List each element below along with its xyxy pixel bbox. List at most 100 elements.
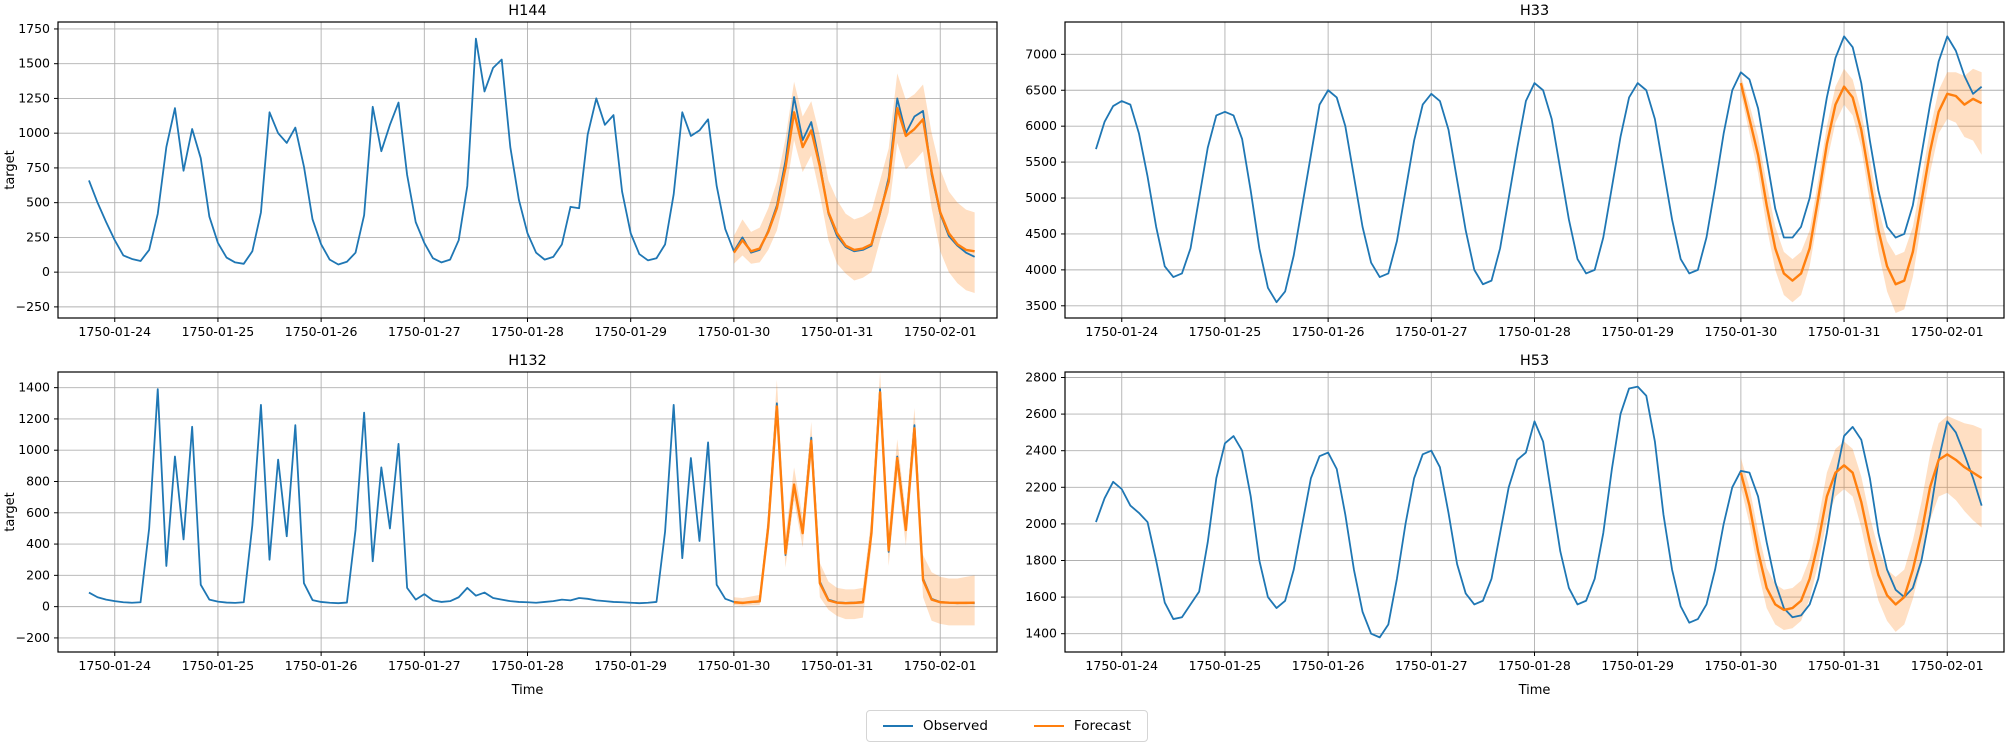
x-tick-label: 1750-01-27 — [1395, 658, 1468, 673]
tick-labels: 1750-01-24 1750-01-25 1750-01-26 1750-01-27… — [16, 380, 977, 673]
y-axis-label: target — [3, 150, 18, 190]
gridlines — [58, 372, 997, 652]
tick-marks — [54, 28, 941, 322]
panel-H53: 1750-01-24 1750-01-25 1750-01-26 1750-01-27… — [1007, 352, 2014, 708]
y-tick-label: 0 — [42, 599, 50, 614]
x-tick-label: 1750-01-31 — [801, 658, 874, 673]
tick-labels: 1750-01-24 1750-01-25 1750-01-26 1750-01-27… — [1025, 369, 1983, 673]
forecast-line — [732, 106, 975, 254]
forecast-line-swatch — [1033, 725, 1064, 727]
gridlines — [1065, 372, 2004, 652]
y-tick-label: 0 — [42, 264, 50, 279]
y-tick-label: 2000 — [1025, 516, 1057, 531]
gridlines — [1065, 22, 2004, 318]
panel-H144: 1750-01-24 1750-01-25 1750-01-26 1750-01-27… — [0, 0, 1007, 352]
forecast-confidence-band — [733, 73, 975, 293]
legend: Observed Forecast — [865, 710, 1149, 742]
panel-title: H144 — [508, 3, 547, 19]
x-tick-label: 1750-01-27 — [1395, 324, 1468, 339]
tick-labels: 1750-01-24 1750-01-25 1750-01-26 1750-01-27… — [1025, 46, 1983, 339]
series-group — [88, 372, 975, 626]
y-tick-label: 1400 — [18, 380, 50, 395]
x-tick-label: 1750-02-01 — [1911, 324, 1984, 339]
tick-marks — [1061, 376, 1948, 656]
x-tick-label: 1750-01-29 — [594, 658, 667, 673]
x-tick-label: 1750-01-26 — [285, 324, 358, 339]
x-tick-label: 1750-02-01 — [904, 324, 977, 339]
x-tick-label: 1750-01-24 — [1085, 324, 1158, 339]
x-tick-label: 1750-01-28 — [491, 324, 564, 339]
y-tick-label: 1000 — [18, 442, 50, 457]
panel-title: H33 — [1520, 3, 1549, 19]
panel-grid: 1750-01-24 1750-01-25 1750-01-26 1750-01-27… — [0, 0, 2014, 708]
series-group — [88, 37, 976, 293]
chart-H144: 1750-01-24 1750-01-25 1750-01-26 1750-01-27… — [3, 3, 998, 339]
legend-item-forecast: Forecast — [1033, 718, 1132, 734]
y-tick-label: 6000 — [1025, 118, 1057, 133]
x-tick-label: 1750-01-25 — [182, 324, 255, 339]
y-tick-label: 1250 — [18, 90, 50, 105]
tick-marks — [1061, 53, 1948, 322]
chart-H132: 1750-01-24 1750-01-25 1750-01-26 1750-01-27… — [3, 353, 998, 698]
x-axis-label: Time — [511, 683, 544, 698]
x-tick-label: 1750-02-01 — [1911, 658, 1984, 673]
x-tick-label: 1750-01-27 — [388, 658, 461, 673]
y-tick-label: 4500 — [1025, 226, 1057, 241]
y-tick-label: 1200 — [18, 411, 50, 426]
x-tick-label: 1750-01-26 — [1292, 324, 1365, 339]
y-tick-label: 4000 — [1025, 262, 1057, 277]
y-tick-label: 5000 — [1025, 190, 1057, 205]
x-tick-label: 1750-01-27 — [388, 324, 461, 339]
tick-labels: 1750-01-24 1750-01-25 1750-01-26 1750-01-27… — [16, 21, 977, 339]
x-tick-label: 1750-01-31 — [801, 324, 874, 339]
x-tick-label: 1750-01-30 — [1705, 658, 1778, 673]
x-tick-label: 1750-01-26 — [285, 658, 358, 673]
x-tick-label: 1750-01-31 — [1808, 324, 1881, 339]
forecast-legend-label: Forecast — [1073, 718, 1132, 734]
y-axis-label: target — [3, 492, 18, 532]
x-tick-label: 1750-01-29 — [594, 324, 667, 339]
observed-line — [1095, 385, 1983, 639]
chart-H53: 1750-01-24 1750-01-25 1750-01-26 1750-01-27… — [1025, 353, 2005, 698]
forecast-line — [1739, 453, 1983, 612]
x-tick-label: 1750-01-25 — [1189, 324, 1262, 339]
y-tick-label: 7000 — [1025, 46, 1057, 61]
x-tick-label: 1750-01-28 — [1498, 658, 1571, 673]
forecast-confidence-band — [1740, 415, 1982, 632]
panel-H33: 1750-01-24 1750-01-25 1750-01-26 1750-01-27… — [1007, 0, 2014, 352]
x-tick-label: 1750-02-01 — [904, 658, 977, 673]
gridlines — [58, 22, 997, 318]
x-tick-label: 1750-01-29 — [1601, 324, 1674, 339]
x-tick-label: 1750-01-24 — [78, 324, 151, 339]
y-tick-label: 1600 — [1025, 589, 1057, 604]
y-tick-label: 3500 — [1025, 298, 1057, 313]
chart-H33: 1750-01-24 1750-01-25 1750-01-26 1750-01-27… — [1025, 3, 2005, 339]
forecast-line — [733, 391, 975, 605]
panel-title: H132 — [508, 353, 547, 369]
observed-line — [1095, 35, 1983, 304]
x-tick-label: 1750-01-24 — [1085, 658, 1158, 673]
x-tick-label: 1750-01-24 — [78, 658, 151, 673]
x-axis-label: Time — [1518, 683, 1551, 698]
legend-row: Observed Forecast — [0, 708, 2014, 753]
y-tick-label: 6500 — [1025, 82, 1057, 97]
observed-line — [88, 388, 975, 605]
x-tick-label: 1750-01-30 — [698, 658, 771, 673]
series-group — [1095, 35, 1983, 313]
y-tick-label: 1750 — [18, 21, 50, 36]
y-tick-label: 750 — [26, 160, 50, 175]
panel-title: H53 — [1520, 353, 1549, 369]
y-tick-label: 2200 — [1025, 479, 1057, 494]
y-tick-label: 5500 — [1025, 154, 1057, 169]
forecast-line — [1739, 82, 1983, 286]
y-tick-label: 600 — [26, 505, 50, 520]
x-tick-label: 1750-01-25 — [182, 658, 255, 673]
forecast-confidence-band — [1740, 68, 1982, 313]
legend-item-observed: Observed — [882, 718, 988, 734]
observed-legend-label: Observed — [922, 718, 988, 734]
x-tick-label: 1750-01-29 — [1601, 658, 1674, 673]
y-tick-label: 200 — [26, 567, 50, 582]
x-tick-label: 1750-01-30 — [698, 324, 771, 339]
y-tick-label: 1500 — [18, 56, 50, 71]
